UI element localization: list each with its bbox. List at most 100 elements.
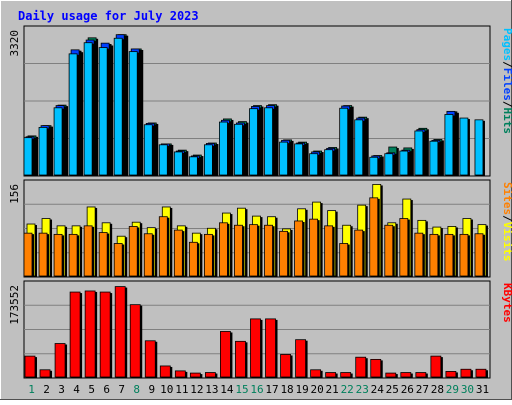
legend-item-1: /	[501, 61, 512, 68]
day-label-2: 2	[43, 383, 50, 396]
bar-sites-day-27	[414, 232, 424, 277]
bar-pages-day-30	[459, 117, 469, 176]
bar-pages-day-13	[203, 144, 213, 176]
bar-sites-day-21	[324, 225, 334, 277]
legend-item-1: /	[501, 215, 512, 222]
bar-pages-day-26	[399, 150, 409, 176]
bar-kbytes-day-31	[475, 368, 487, 378]
bar-kbytes-day-18	[280, 354, 291, 378]
bar-kbytes-day-12	[189, 372, 201, 378]
bar-sites-day-19	[294, 220, 303, 277]
series-legend: Sites/Visits	[501, 182, 512, 262]
bar-pages-day-8	[128, 51, 138, 176]
bar-pages-day-12	[188, 156, 198, 176]
bar-pages-day-4	[68, 53, 78, 176]
bar-sites-day-22	[339, 243, 349, 277]
day-label-8: 8	[133, 383, 140, 396]
day-label-13: 13	[205, 383, 218, 396]
day-label-21: 21	[326, 383, 339, 396]
series-pages	[23, 37, 485, 176]
bar-sites-day-9	[143, 233, 153, 277]
bar-pages-day-27	[414, 130, 424, 176]
bar-sites-day-20	[309, 218, 319, 277]
bar-kbytes-day-25	[385, 372, 397, 378]
bar-sites-day-24	[369, 197, 379, 277]
bar-sites-day-26	[399, 218, 409, 277]
day-label-16: 16	[250, 383, 263, 396]
day-label-31: 31	[476, 383, 489, 396]
bar-pages-day-31	[474, 119, 484, 176]
bar-pages-day-10	[158, 144, 168, 176]
bar-kbytes-day-16	[250, 318, 261, 378]
legend-item-3: /	[501, 101, 512, 108]
bar-sites-day-23	[354, 229, 364, 277]
day-label-27: 27	[416, 383, 429, 396]
day-label-26: 26	[401, 383, 414, 396]
bar-kbytes-day-2	[39, 369, 51, 378]
bar-pages-day-1	[23, 137, 33, 176]
bar-sites-day-30	[459, 233, 469, 277]
series-legend: KBytes	[501, 283, 512, 323]
bar-sites-day-7	[113, 243, 123, 277]
legend-item-2: Visits	[501, 222, 512, 262]
bar-kbytes-day-4	[69, 291, 81, 378]
day-label-23: 23	[356, 383, 369, 396]
day-label-4: 4	[73, 383, 80, 396]
bar-kbytes-day-3	[54, 343, 66, 378]
bar-pages-day-6	[98, 47, 108, 176]
bar-kbytes-day-9	[144, 340, 156, 378]
bar-pages-day-9	[143, 124, 153, 176]
day-label-3: 3	[58, 383, 65, 396]
bar-pages-day-16	[249, 108, 258, 176]
bar-pages-day-28	[429, 140, 439, 176]
bar-sites-day-4	[68, 233, 78, 277]
bar-pages-day-15	[234, 123, 243, 176]
legend-item-0: Sites	[501, 182, 512, 215]
bar-pages-day-18	[279, 141, 288, 176]
legend-item-2: Files	[501, 68, 512, 101]
bar-pages-day-19	[294, 143, 303, 176]
bar-sites-day-8	[128, 226, 138, 277]
bar-kbytes-day-23	[355, 356, 367, 378]
day-label-17: 17	[265, 383, 278, 396]
bar-sites-day-12	[188, 241, 198, 277]
bar-sites-day-18	[279, 230, 288, 277]
day-labels: 1 2 3 4 5 6 7 8 9 10 11 12 13 14 15 16 17 18 19 20 21 22 23 24 2…	[28, 383, 489, 396]
bar-sites-day-1	[23, 232, 33, 277]
bar-pages-day-17	[264, 107, 273, 176]
y-max-label: 156	[8, 184, 21, 204]
bar-pages-day-7	[113, 37, 123, 176]
bar-kbytes-day-19	[295, 339, 306, 378]
day-label-15: 15	[235, 383, 248, 396]
bar-sites-day-14	[219, 222, 228, 277]
bar-pages-day-3	[53, 107, 63, 176]
bar-kbytes-day-20	[310, 369, 322, 378]
bar-kbytes-day-21	[325, 372, 337, 378]
bar-pages-day-14	[219, 121, 228, 176]
y-max-label: 3320	[8, 30, 21, 57]
day-label-14: 14	[220, 383, 234, 396]
bar-sites-day-2	[38, 232, 48, 277]
bar-kbytes-day-8	[129, 304, 141, 378]
bar-kbytes-day-17	[265, 318, 276, 378]
bar-sites-day-25	[384, 224, 394, 277]
bar-kbytes-day-22	[340, 372, 352, 378]
day-label-5: 5	[88, 383, 95, 396]
bar-kbytes-day-7	[114, 286, 126, 378]
day-label-20: 20	[311, 383, 324, 396]
bar-sites-day-31	[474, 233, 484, 277]
series-kbytes	[24, 286, 488, 378]
panel-kbytes: 173552 KBytes	[8, 280, 512, 379]
bar-kbytes-day-26	[400, 372, 412, 378]
bar-sites-day-17	[264, 224, 273, 277]
bar-pages-day-22	[339, 107, 349, 176]
bar-pages-day-23	[354, 119, 364, 176]
bar-kbytes-day-1	[24, 355, 36, 378]
bar-sites-day-5	[83, 225, 93, 277]
day-label-6: 6	[103, 383, 110, 396]
legend-item-4: Hits	[501, 108, 512, 135]
bar-sites-day-6	[98, 232, 108, 277]
